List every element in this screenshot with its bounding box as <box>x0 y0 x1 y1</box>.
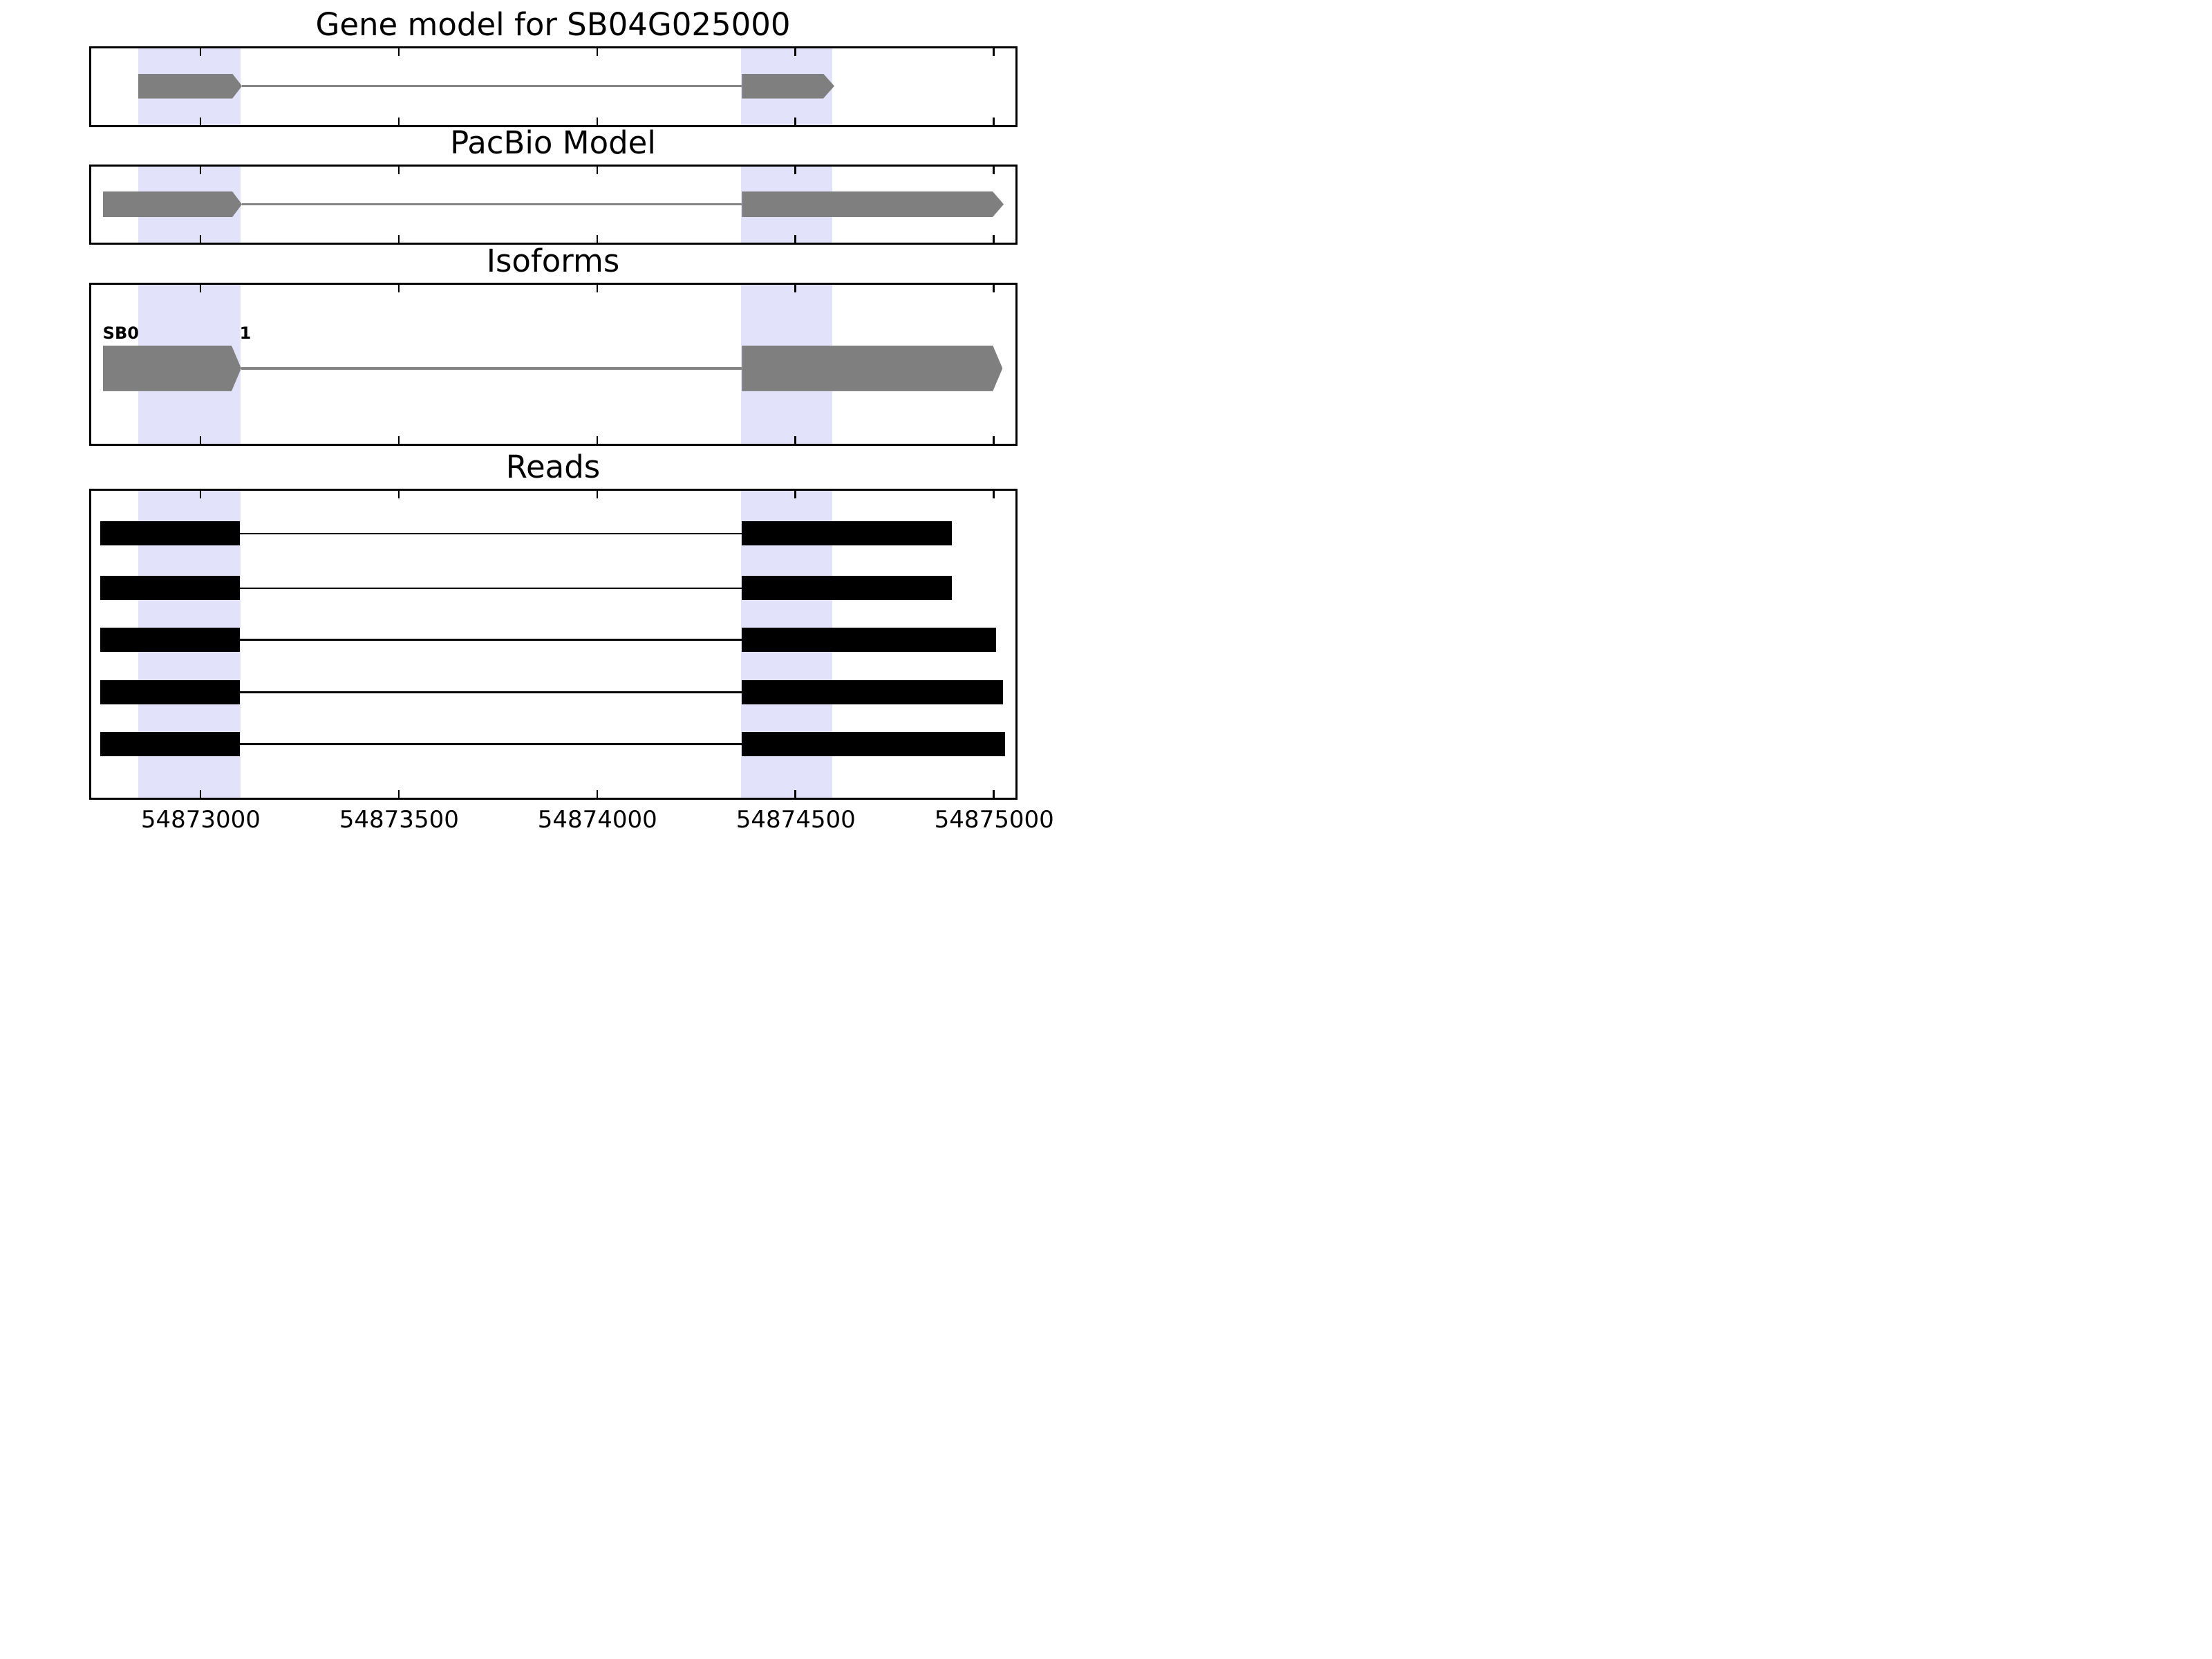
x-tick-mark <box>993 235 995 243</box>
x-axis-tick-label: 54874000 <box>537 806 657 830</box>
gene-model-figure: Gene model for SB04G025000 PacBio Model … <box>0 0 1106 830</box>
x-tick-mark <box>397 167 400 174</box>
x-axis-tick-label: 54873500 <box>339 806 459 830</box>
intron-line <box>242 84 742 88</box>
panel-isoforms: SB04G025000.1 <box>88 282 1018 446</box>
x-tick-mark <box>199 117 202 125</box>
panel-gene-model <box>88 46 1018 127</box>
x-tick-mark <box>993 490 995 498</box>
x-tick-mark <box>596 167 599 174</box>
x-tick-mark <box>794 435 796 444</box>
x-tick-mark <box>993 789 995 798</box>
read-block <box>100 576 241 601</box>
x-axis-tick-label: 54875000 <box>934 806 1054 830</box>
read-block <box>742 628 996 653</box>
panel-title-pacbio-model: PacBio Model <box>450 124 656 161</box>
exon-arrow <box>742 74 834 99</box>
x-tick-mark <box>199 435 202 444</box>
panel-reads <box>88 488 1018 800</box>
read-block <box>742 732 1005 757</box>
x-tick-mark <box>794 235 796 243</box>
x-tick-mark <box>794 167 796 174</box>
exon-arrow <box>742 191 1004 217</box>
x-tick-mark <box>397 789 400 798</box>
read-block <box>742 679 1003 704</box>
x-tick-mark <box>596 490 599 498</box>
exon-arrow <box>103 191 242 217</box>
x-tick-mark <box>993 284 995 292</box>
read-block <box>742 521 953 546</box>
read-intron-line <box>240 532 742 535</box>
x-tick-mark <box>397 235 400 243</box>
panel-title-isoforms: Isoforms <box>486 242 620 279</box>
read-intron-line <box>240 587 742 590</box>
x-tick-mark <box>993 167 995 174</box>
x-tick-mark <box>397 490 400 498</box>
x-tick-mark <box>794 284 796 292</box>
read-intron-line <box>240 691 742 693</box>
x-tick-mark <box>794 117 796 125</box>
x-tick-mark <box>199 167 202 174</box>
x-tick-mark <box>199 48 202 56</box>
x-tick-mark <box>794 490 796 498</box>
read-block <box>100 679 241 704</box>
read-block <box>100 732 241 757</box>
x-tick-mark <box>993 435 995 444</box>
x-tick-mark <box>794 789 796 798</box>
x-tick-mark <box>596 284 599 292</box>
x-tick-mark <box>596 789 599 798</box>
x-tick-mark <box>596 435 599 444</box>
panel-title-gene-model: Gene model for SB04G025000 <box>315 6 791 43</box>
exon-arrow <box>103 346 241 391</box>
x-tick-mark <box>199 490 202 498</box>
x-axis-tick-label: 54874500 <box>735 806 856 830</box>
x-tick-mark <box>596 235 599 243</box>
exon-arrow <box>742 346 1002 391</box>
x-tick-mark <box>397 284 400 292</box>
exon-arrow <box>138 74 242 99</box>
read-intron-line <box>240 639 742 641</box>
x-tick-mark <box>993 117 995 125</box>
x-axis-tick-label: 54873000 <box>140 806 261 830</box>
x-tick-mark <box>199 235 202 243</box>
x-tick-mark <box>397 117 400 125</box>
panel-pacbio-model <box>88 165 1018 245</box>
intron-line <box>242 203 742 206</box>
read-block <box>100 628 241 653</box>
x-tick-mark <box>397 48 400 56</box>
x-tick-mark <box>397 435 400 444</box>
read-intron-line <box>240 743 742 745</box>
x-tick-mark <box>199 789 202 798</box>
read-block <box>100 521 241 546</box>
read-block <box>742 576 953 601</box>
x-tick-mark <box>993 48 995 56</box>
x-tick-mark <box>596 48 599 56</box>
panel-title-reads: Reads <box>505 448 601 485</box>
x-tick-mark <box>596 117 599 125</box>
intron-line <box>241 367 742 370</box>
x-tick-mark <box>794 48 796 56</box>
x-tick-mark <box>199 284 202 292</box>
